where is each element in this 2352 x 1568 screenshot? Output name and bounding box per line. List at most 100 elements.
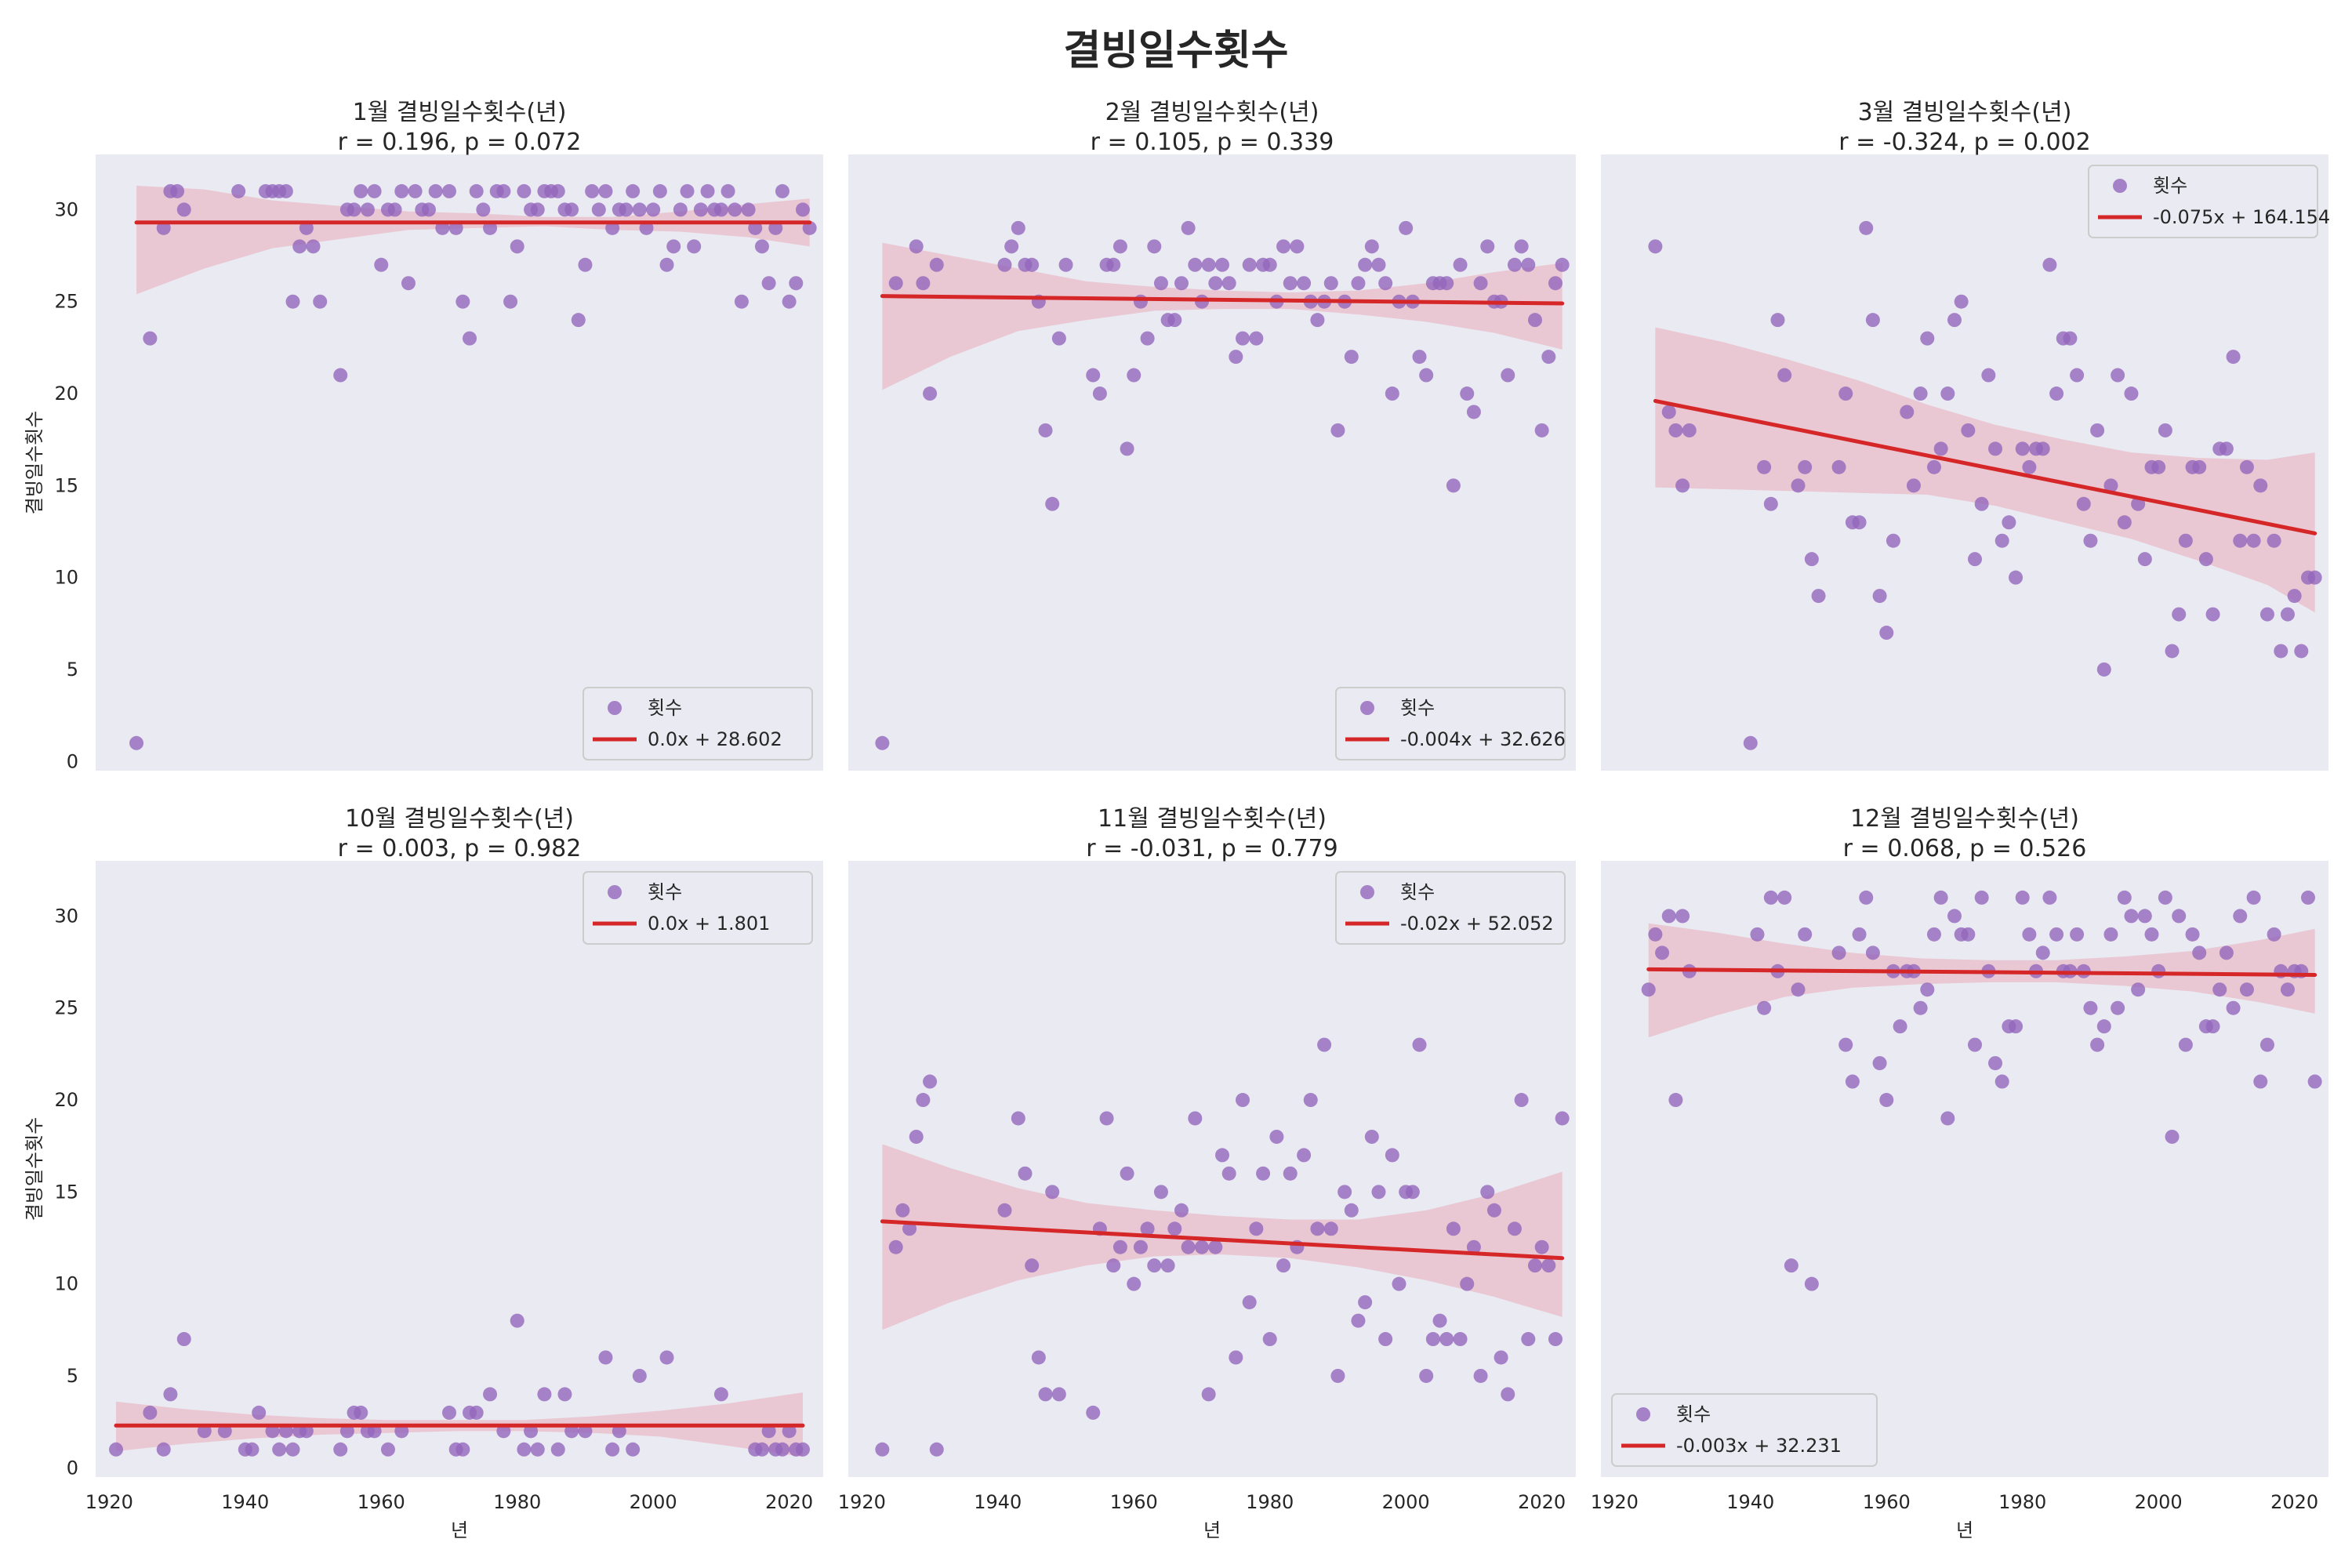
data-point	[1011, 220, 1025, 235]
data-point	[1770, 313, 1785, 328]
panel-title: 12월 결빙일수횟수(년)	[1850, 805, 2079, 833]
panel-4: 10월 결빙일수횟수(년)r = 0.003, p = 0.982 0 5 10 15 2…	[24, 805, 823, 1541]
data-point	[1541, 350, 1556, 365]
data-point	[571, 313, 586, 328]
data-point	[1358, 1295, 1373, 1310]
data-point	[1181, 220, 1196, 235]
data-point	[550, 183, 565, 198]
data-point	[1757, 459, 1772, 474]
data-point	[713, 1387, 728, 1402]
data-point	[626, 183, 641, 198]
data-point	[354, 183, 368, 198]
data-point	[2117, 515, 2132, 530]
y-tick-label: 0	[67, 1457, 78, 1479]
data-point	[2009, 570, 2024, 585]
data-point	[2083, 533, 2098, 548]
data-point	[1378, 1332, 1393, 1347]
data-point	[1926, 927, 1941, 942]
data-point	[2287, 589, 2302, 604]
data-point	[2103, 927, 2118, 942]
data-point	[456, 294, 470, 309]
data-point	[394, 1424, 409, 1439]
data-point	[2300, 890, 2315, 905]
data-point	[1086, 1405, 1101, 1420]
data-point	[1784, 1258, 1798, 1273]
data-point	[2137, 552, 2152, 567]
data-point	[1167, 1221, 1182, 1236]
y-axis-label: 결빙일수횟수	[24, 1117, 45, 1221]
data-point	[775, 1442, 789, 1457]
data-point	[1045, 496, 1060, 511]
data-point	[768, 220, 783, 235]
legend-points-label: 횟수	[648, 697, 682, 719]
data-point	[1879, 626, 1894, 641]
y-tick-label: 25	[54, 291, 78, 313]
data-point	[639, 220, 654, 235]
data-point	[2192, 946, 2207, 960]
data-point	[401, 276, 416, 291]
legend-point-marker	[608, 701, 622, 715]
y-tick-label: 15	[54, 474, 78, 496]
data-point	[2117, 890, 2132, 905]
y-tick-label: 30	[54, 198, 78, 220]
data-point	[1133, 1240, 1148, 1254]
data-point	[278, 1424, 293, 1439]
data-point	[2070, 368, 2085, 383]
data-point	[2042, 257, 2057, 272]
plot-area	[848, 861, 1576, 1477]
data-point	[510, 1313, 524, 1328]
data-point	[292, 239, 307, 254]
legend-box	[2088, 165, 2318, 238]
y-tick-label: 5	[67, 659, 78, 681]
data-point	[2049, 387, 2064, 401]
data-point	[713, 202, 728, 217]
data-point	[1283, 1166, 1298, 1181]
data-point	[1201, 1387, 1216, 1402]
data-point	[1446, 1221, 1461, 1236]
data-point	[2253, 1074, 2268, 1089]
legend-box	[1611, 1393, 1878, 1467]
data-point	[156, 1442, 171, 1457]
data-point	[564, 202, 579, 217]
data-point	[598, 1350, 613, 1365]
legend-points-label: 횟수	[1400, 881, 1435, 903]
data-point	[1648, 927, 1663, 942]
data-point	[775, 183, 789, 198]
data-point	[421, 202, 436, 217]
x-axis-label: 년	[1203, 1519, 1221, 1541]
data-point	[1262, 1332, 1277, 1347]
data-point	[1940, 387, 1955, 401]
data-point	[1276, 239, 1291, 254]
data-point	[1988, 1056, 2003, 1071]
data-point	[929, 257, 944, 272]
data-point	[626, 1442, 641, 1457]
data-point	[1303, 1093, 1318, 1108]
data-point	[469, 183, 484, 198]
data-point	[728, 202, 742, 217]
data-point	[1018, 1166, 1033, 1181]
panel-title: 10월 결빙일수횟수(년)	[345, 805, 574, 833]
data-point	[1099, 1111, 1114, 1126]
data-point	[2049, 927, 2064, 942]
data-point	[1201, 257, 1216, 272]
data-point	[1297, 1148, 1312, 1163]
data-point	[1188, 257, 1203, 272]
data-point	[2280, 982, 2295, 997]
y-tick-label: 20	[54, 383, 78, 405]
data-point	[1920, 982, 1935, 997]
data-point	[2111, 368, 2125, 383]
panel-title: 3월 결빙일수횟수(년)	[1858, 99, 2072, 126]
data-point	[997, 257, 1012, 272]
data-point	[687, 239, 702, 254]
data-point	[2111, 1000, 2125, 1015]
data-point	[1106, 1258, 1121, 1273]
data-point	[1419, 368, 1434, 383]
data-point	[909, 1129, 924, 1144]
data-point	[1051, 1387, 1066, 1402]
data-point	[1872, 589, 1887, 604]
data-point	[1344, 1203, 1359, 1218]
data-point	[1460, 1276, 1475, 1291]
data-point	[245, 1442, 260, 1457]
data-point	[1086, 368, 1101, 383]
